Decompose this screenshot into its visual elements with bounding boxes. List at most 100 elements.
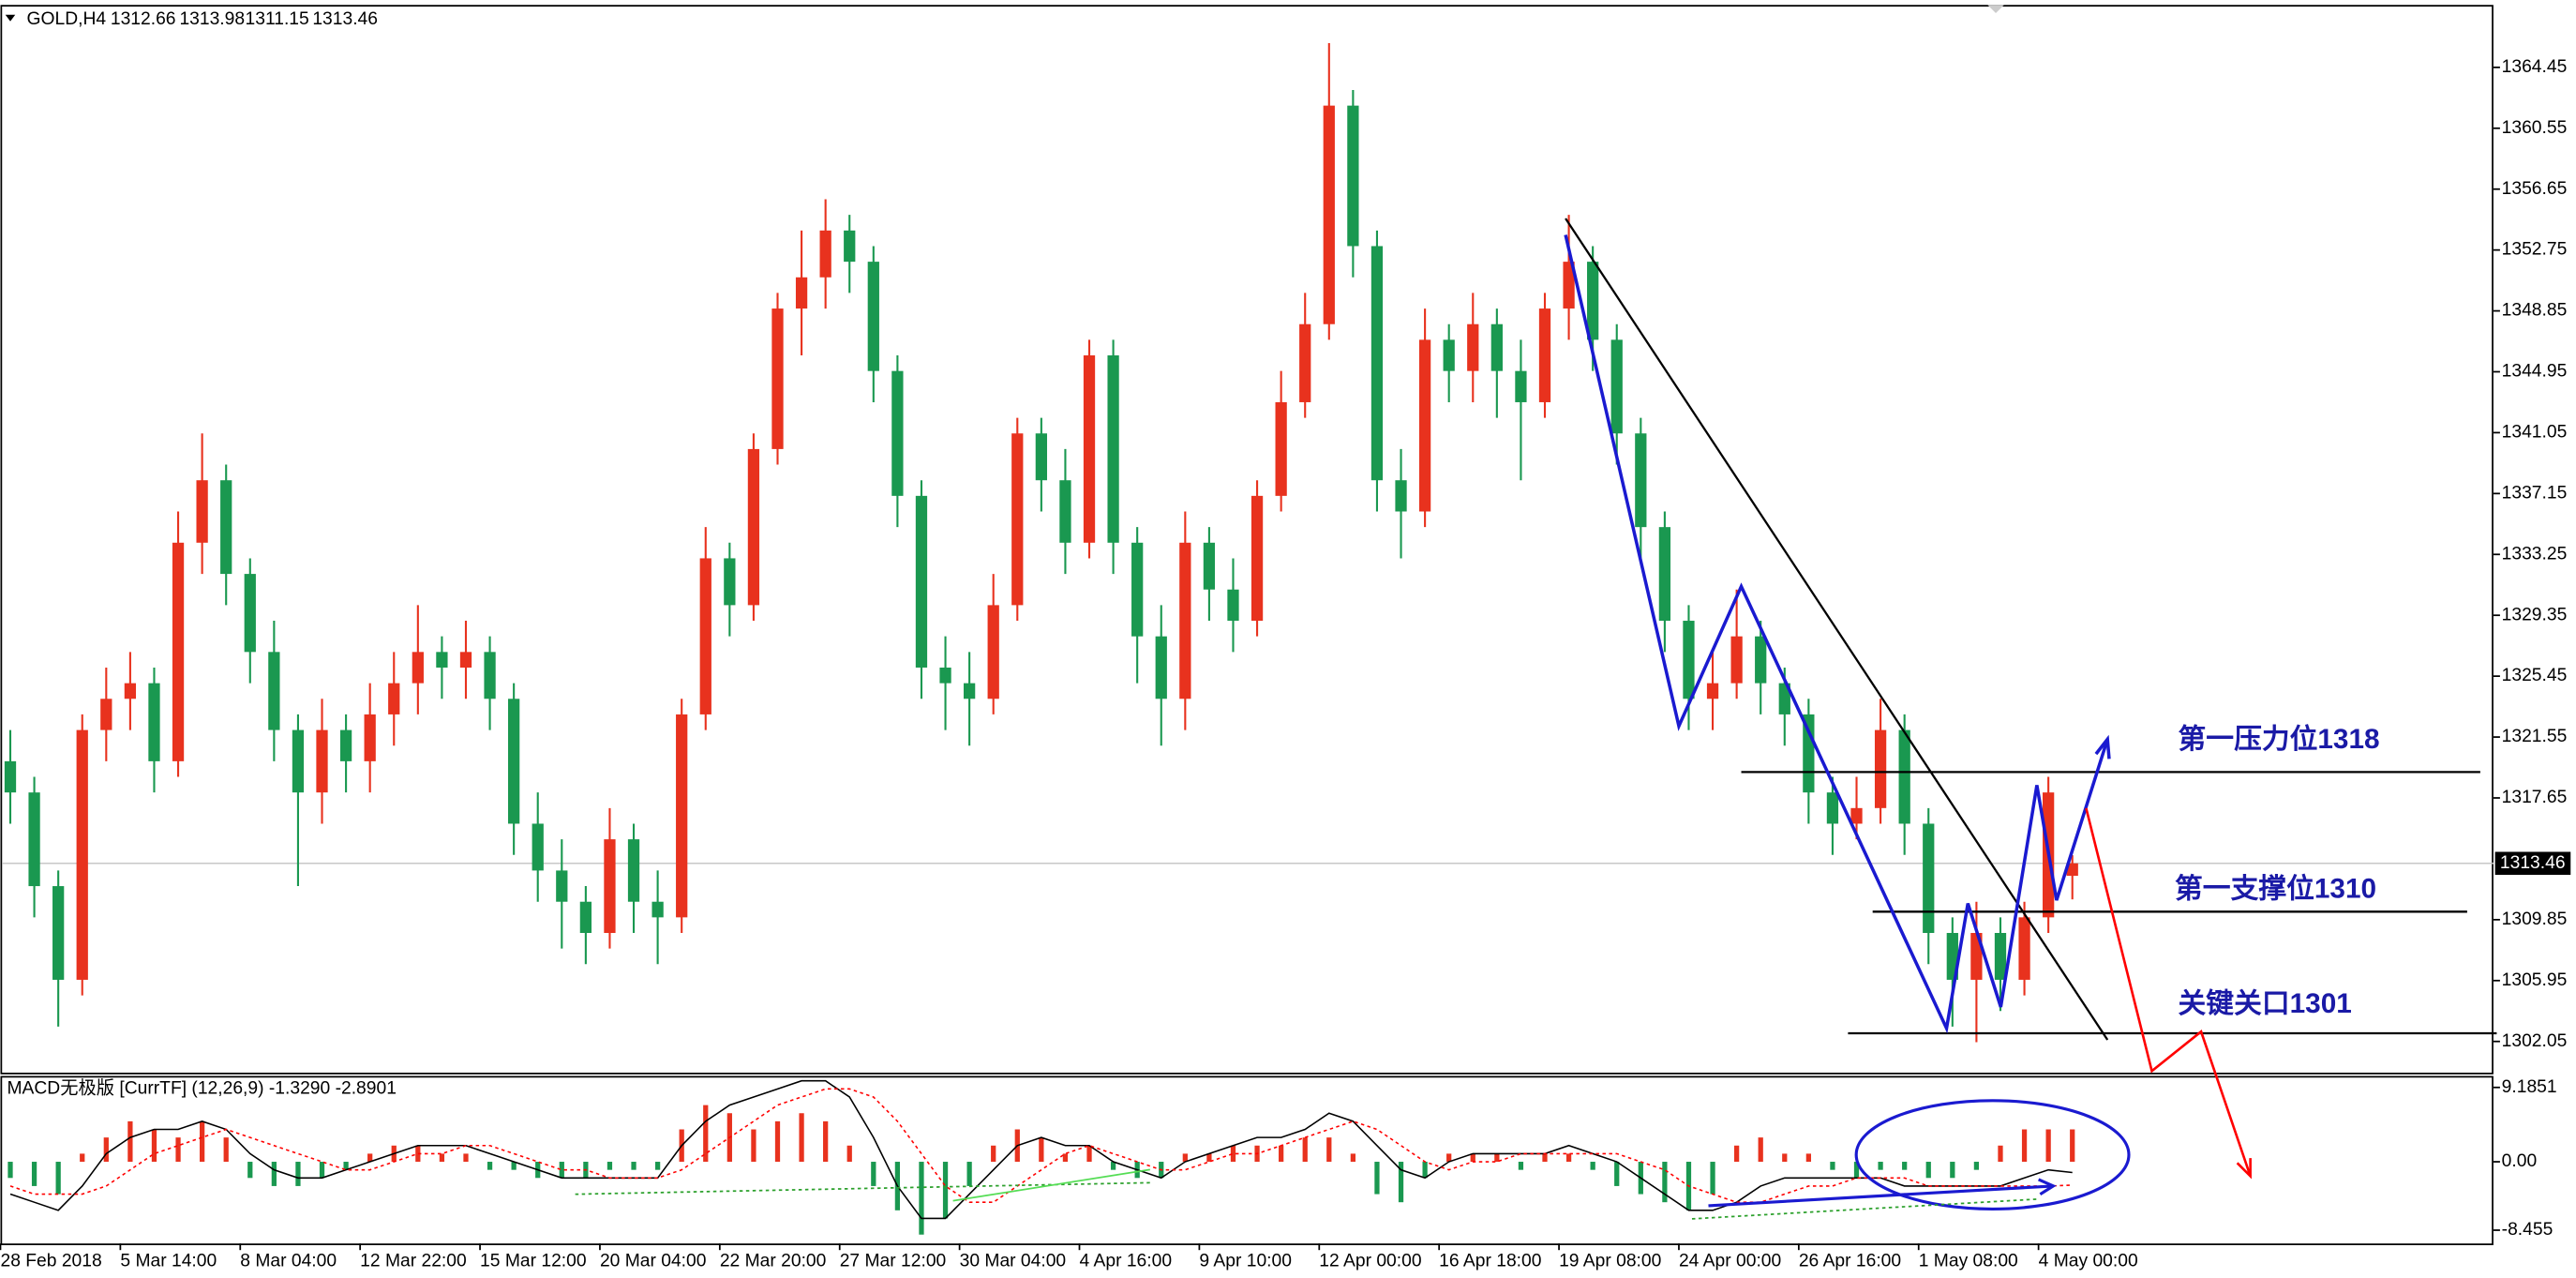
x-tick-label: 20 Mar 04:00 — [600, 1252, 707, 1271]
divergence-line — [1691, 1198, 2037, 1220]
candle-body — [268, 652, 280, 730]
macd-bar — [1542, 1153, 1548, 1163]
macd-bar — [1998, 1145, 2003, 1163]
candle-body — [867, 262, 879, 371]
candle-body — [196, 480, 208, 543]
candle-body — [747, 448, 760, 606]
candle-body — [124, 683, 137, 699]
candle-body — [2066, 863, 2078, 877]
drawings — [575, 218, 2497, 1220]
candle-body — [292, 729, 305, 793]
x-tick-label: 30 Mar 04:00 — [960, 1252, 1067, 1271]
macd-bar — [1422, 1162, 1428, 1179]
candle-body — [1874, 729, 1887, 808]
macd-bar — [367, 1153, 373, 1163]
x-tick-label: 1 May 08:00 — [1919, 1252, 2018, 1271]
x-tick-label: 12 Apr 00:00 — [1319, 1252, 1421, 1271]
macd-bar — [1110, 1162, 1116, 1170]
candle-body — [1155, 636, 1167, 699]
candle-body — [1635, 433, 1647, 528]
candle-body — [987, 605, 999, 699]
candle-body — [76, 729, 88, 980]
macd-bar — [607, 1162, 613, 1170]
candle-body — [1227, 589, 1239, 622]
candle-body — [4, 760, 17, 793]
candle-body — [508, 699, 520, 824]
candle-body — [1251, 495, 1264, 622]
x-tick-label: 19 Apr 08:00 — [1559, 1252, 1661, 1271]
y-tick-label: 1333.25 — [2502, 544, 2568, 564]
candle-body — [1467, 323, 1479, 371]
symbol: GOLD,H4 — [27, 9, 107, 29]
macd-bar — [1470, 1153, 1475, 1163]
candle-body — [484, 652, 496, 699]
macd-bar — [1350, 1153, 1356, 1163]
candle-body — [1107, 355, 1119, 543]
annotation: 关键关口1301 — [2179, 988, 2352, 1019]
candle-body — [316, 729, 328, 793]
y-tick-label: 1348.85 — [2502, 301, 2568, 321]
macd-bar — [631, 1162, 637, 1170]
candle-body — [148, 683, 160, 761]
candle-body — [1443, 339, 1455, 371]
candle-body — [28, 792, 40, 887]
macd-bar — [1494, 1153, 1500, 1163]
candle-body — [244, 574, 256, 653]
macd-bar — [991, 1145, 996, 1163]
candle-body — [1778, 683, 1790, 714]
candle-body — [627, 839, 640, 902]
candle-body — [1683, 621, 1695, 699]
macd-bar — [1830, 1162, 1835, 1170]
header-open: 1312.66 — [111, 9, 176, 29]
macd-bar — [80, 1153, 85, 1163]
macd-bar — [1973, 1162, 1980, 1170]
macd-bar — [31, 1162, 37, 1186]
price-label-box — [2494, 851, 2571, 876]
macd-bar — [919, 1162, 924, 1235]
arrow-head — [2236, 1158, 2252, 1180]
macd-bar — [1206, 1153, 1212, 1163]
candle-body — [939, 667, 951, 684]
menu-arrow[interactable] — [5, 14, 16, 22]
x-tick-label: 12 Mar 22:00 — [360, 1252, 467, 1271]
y-tick-label: 1344.95 — [2502, 362, 2568, 382]
marks: 1364.45 1360.55 1356.65 1352.75 1348.85 1344.… — [0, 43, 2571, 1271]
candle-body — [699, 558, 711, 714]
macd-bar — [1182, 1153, 1188, 1163]
x-tick-label: 5 Mar 14:00 — [120, 1252, 217, 1271]
macd-bar — [439, 1153, 445, 1163]
macd-bar — [751, 1129, 756, 1163]
candle-body — [52, 886, 65, 980]
macd-bar — [463, 1153, 469, 1163]
y-tick-label: 1325.45 — [2502, 666, 2568, 685]
macd-bar — [319, 1162, 325, 1179]
macd-bar — [199, 1120, 205, 1163]
y-tick-label: 1305.95 — [2502, 970, 2568, 990]
y-tick-label: 1360.55 — [2502, 118, 2568, 138]
macd-bar — [1565, 1153, 1572, 1163]
candle-body — [1011, 433, 1024, 606]
candle-body — [1035, 433, 1047, 481]
macd-bar — [942, 1162, 949, 1219]
macd-bar — [343, 1162, 349, 1170]
macd-bar — [271, 1162, 277, 1186]
x-tick-label: 22 Mar 20:00 — [720, 1252, 827, 1271]
macd-bar — [1398, 1162, 1404, 1203]
macd-bar — [7, 1162, 13, 1179]
candle-body — [1706, 683, 1719, 699]
blue-path — [1564, 234, 2109, 1034]
macd-bar — [151, 1129, 157, 1163]
candle-body — [339, 729, 352, 761]
candle-body — [532, 823, 544, 871]
macd-bar — [1950, 1162, 1955, 1179]
macd-bar — [1302, 1137, 1308, 1163]
candle-body — [1850, 807, 1863, 824]
x-tick-label: 27 Mar 12:00 — [840, 1252, 947, 1271]
y-tick-label: 1317.65 — [2502, 788, 2568, 807]
y-tick-label: 1309.85 — [2502, 910, 2568, 929]
y-tick-label: 1321.55 — [2502, 727, 2568, 746]
y-tick-label: 9.1851 — [2502, 1077, 2557, 1097]
macd-bar — [1782, 1153, 1788, 1163]
candle-body — [1826, 792, 1839, 824]
x-tick-label: 26 Apr 16:00 — [1799, 1252, 1901, 1271]
